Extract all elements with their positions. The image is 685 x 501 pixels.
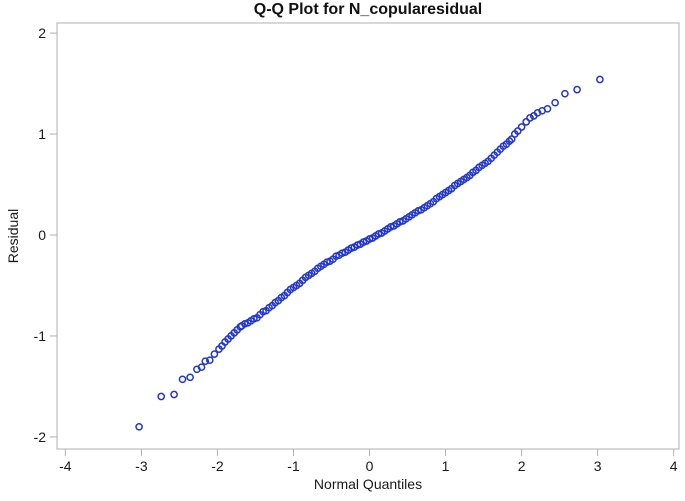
data-point <box>573 85 581 94</box>
x-tick-label: 2 <box>518 458 526 474</box>
data-point <box>526 114 534 122</box>
data-point <box>517 123 526 131</box>
y-tick-label: 2 <box>38 25 46 41</box>
plot-frame <box>56 22 680 450</box>
x-tick-label: -3 <box>135 458 148 474</box>
x-tick-label: 0 <box>366 458 374 474</box>
y-tick-label: -1 <box>34 328 47 344</box>
x-tick-label: 4 <box>670 458 678 474</box>
data-point <box>543 104 552 113</box>
data-point <box>157 392 166 401</box>
data-point <box>533 108 542 117</box>
data-point <box>561 89 569 98</box>
data-point <box>170 390 178 399</box>
data-point <box>522 118 531 126</box>
x-tick-label: -1 <box>287 458 300 474</box>
y-tick-label: 1 <box>38 126 46 142</box>
data-point <box>178 375 187 384</box>
y-tick-label: 0 <box>38 227 46 243</box>
data-point <box>513 127 522 135</box>
x-axis-label: Normal Quantiles <box>313 476 423 492</box>
x-tick-label: -4 <box>59 458 72 474</box>
data-point <box>596 75 604 84</box>
y-tick-label: -2 <box>34 429 47 445</box>
data-point <box>210 350 219 358</box>
data-point <box>135 422 143 431</box>
x-tick-label: 1 <box>442 458 450 474</box>
x-tick-label: 3 <box>594 458 602 474</box>
data-point <box>197 363 206 372</box>
data-point <box>201 357 210 366</box>
chart-title: Q-Q Plot for N_copularesidual <box>253 1 483 18</box>
data-point <box>186 373 194 382</box>
x-tick-label: -2 <box>211 458 224 474</box>
data-point <box>205 356 214 365</box>
data-point <box>551 98 559 107</box>
